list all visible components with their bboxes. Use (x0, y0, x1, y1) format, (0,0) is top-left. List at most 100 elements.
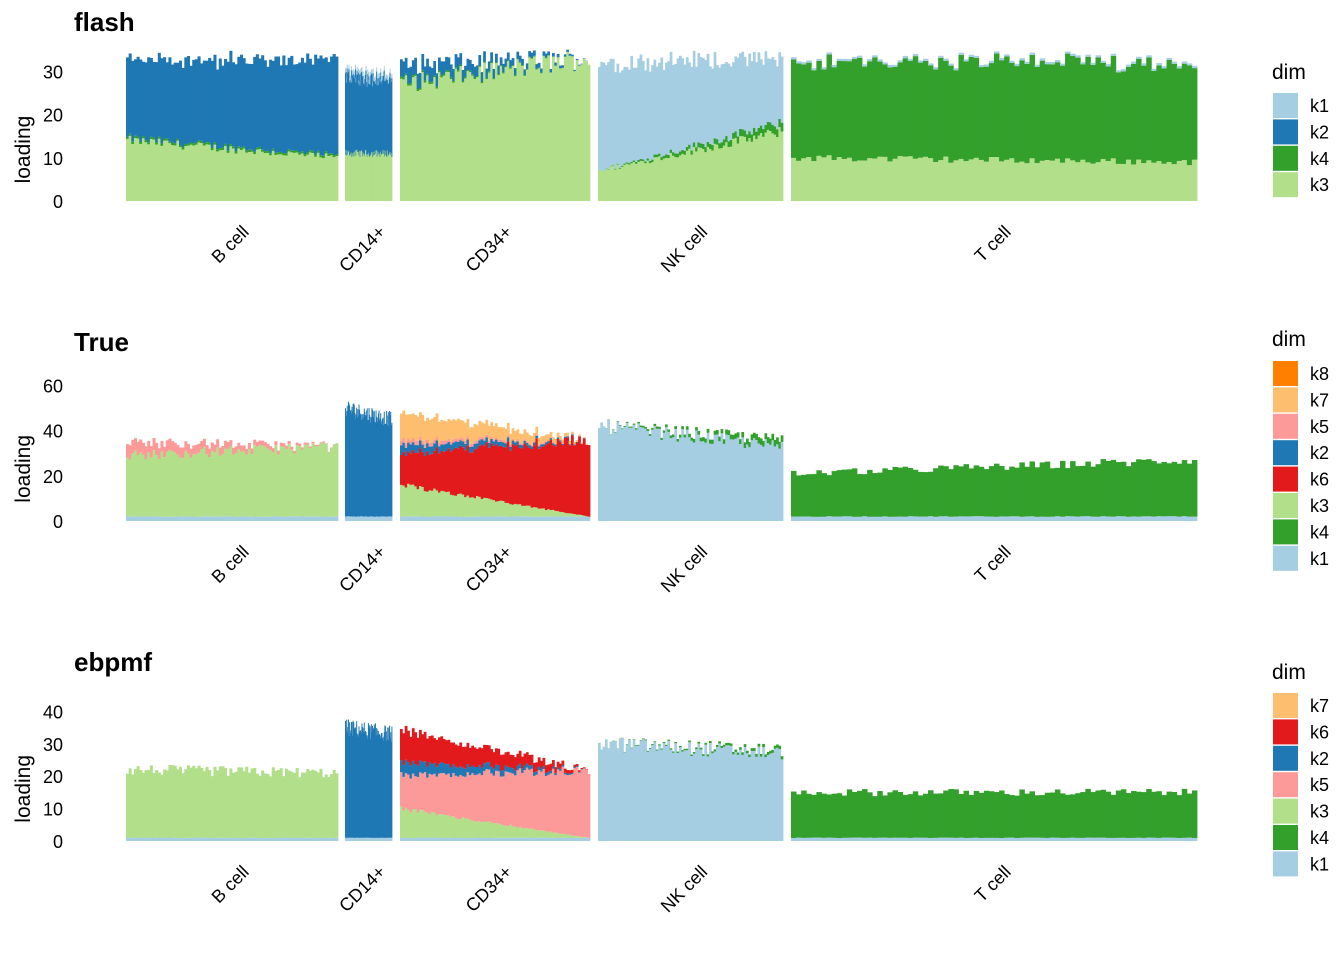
bar-segment-k5 (419, 772, 422, 810)
bar-segment-k4 (882, 64, 888, 157)
bar-segment-k3 (213, 452, 217, 517)
bar-segment-k2 (374, 421, 376, 517)
bar-segment-k3 (1125, 159, 1132, 201)
bar-segment-k3 (600, 170, 604, 201)
bar-segment-k3 (547, 509, 551, 517)
bar-segment-k4 (882, 795, 888, 838)
bar-segment-k1 (390, 516, 392, 521)
bar-segment-k1 (1080, 837, 1086, 841)
bar-segment-k1 (1141, 63, 1147, 66)
bar-segment-k3 (561, 512, 565, 517)
bar-segment-k2 (573, 767, 577, 769)
bar-segment-k1 (1019, 516, 1025, 521)
bar-segment-k3 (381, 154, 383, 201)
bar-segment-k2 (258, 58, 262, 147)
bar-segment-k3 (611, 165, 615, 201)
bar-segment-k5 (478, 437, 482, 441)
bar-segment-k2 (438, 446, 441, 454)
bar-segment-k1 (646, 58, 650, 159)
bar-segment-k1 (377, 837, 379, 841)
bar-segment-k5 (495, 437, 498, 440)
bar-segment-k1 (370, 516, 372, 521)
bar-segment-k1 (391, 837, 393, 841)
bar-segment-k2 (419, 760, 422, 773)
bar-segment-k1 (1171, 516, 1178, 521)
bar-segment-k3 (414, 809, 418, 838)
bar-segment-k6 (400, 728, 403, 761)
bar-segment-k1 (1004, 516, 1010, 521)
bar-segment-k4 (306, 152, 310, 155)
bar-segment-k1 (1146, 55, 1152, 58)
bar-segment-k1 (1141, 837, 1147, 841)
bar-segment-k1 (400, 516, 403, 521)
bar-segment-k3 (376, 156, 378, 201)
bar-segment-k1 (759, 444, 763, 521)
bar-segment-k1 (635, 429, 638, 521)
bar-segment-k5 (239, 445, 243, 452)
bar-segment-k1 (378, 516, 380, 521)
bar-segment-k6 (407, 451, 410, 484)
bar-segment-k3 (314, 770, 318, 838)
bar-segment-k4 (635, 428, 638, 430)
bar-segment-k6 (563, 438, 567, 513)
bar-segment-k5 (575, 766, 579, 837)
bar-segment-k2 (384, 424, 386, 517)
bar-segment-k1 (430, 837, 434, 841)
bar-segment-k5 (473, 774, 477, 822)
bar-segment-k5 (258, 440, 262, 446)
bar-segment-k6 (466, 742, 470, 765)
bar-segment-k2 (468, 767, 472, 776)
bar-segment-k3 (218, 766, 222, 838)
bar-segment-k7 (430, 418, 434, 443)
bar-segment-k5 (506, 771, 510, 827)
bar-segment-k4 (994, 792, 1000, 838)
bar-segment-k2 (356, 721, 358, 838)
bar-segment-k3 (155, 144, 159, 201)
bar-segment-k2 (335, 56, 339, 155)
bar-segment-k1 (314, 516, 318, 521)
bar-segment-k1 (741, 51, 745, 130)
bar-segment-k1 (367, 837, 369, 841)
bar-segment-k1 (366, 837, 368, 841)
bar-segment-k2 (549, 770, 553, 774)
bar-segment-k1 (374, 76, 376, 82)
bar-segment-k6 (461, 447, 465, 495)
bar-segment-k6 (563, 768, 567, 773)
bar-segment-k4 (836, 470, 843, 517)
bar-segment-k7 (438, 421, 441, 443)
bar-segment-k3 (435, 490, 439, 517)
bar-segment-k2 (457, 441, 460, 449)
bar-segment-k4 (253, 151, 257, 155)
bar-segment-k1 (933, 516, 939, 521)
bar-segment-k2 (414, 445, 418, 454)
bar-segment-k1 (811, 68, 817, 71)
bar-segment-k4 (611, 429, 615, 430)
bar-segment-k1 (582, 516, 586, 521)
bar-segment-k1 (388, 78, 390, 84)
bar-segment-k2 (359, 730, 361, 838)
bar-segment-k1 (186, 516, 190, 521)
bar-segment-k6 (495, 748, 498, 765)
facet-b-cell (126, 50, 339, 201)
bar-segment-k2 (387, 415, 389, 517)
bar-segment-k1 (711, 68, 715, 146)
bar-segment-k4 (872, 796, 878, 838)
bar-segment-k4 (330, 153, 334, 156)
bar-segment-k3 (237, 767, 241, 838)
bar-segment-k2 (357, 72, 359, 152)
bar-segment-k4 (692, 438, 696, 443)
bar-segment-k3 (978, 159, 985, 201)
bar-segment-k5 (202, 438, 206, 448)
bar-segment-k3 (350, 152, 352, 201)
bar-segment-k2 (389, 725, 391, 838)
bar-segment-k1 (502, 837, 505, 841)
bar-segment-k1 (1110, 516, 1117, 521)
bar-segment-k1 (676, 753, 680, 841)
bar-segment-k3 (184, 146, 188, 201)
bar-segment-k1 (149, 516, 153, 521)
bar-segment-k1 (171, 516, 175, 521)
bar-segment-k1 (176, 837, 180, 841)
bar-segment-k2 (411, 60, 415, 76)
bar-segment-k4 (963, 790, 970, 838)
bar-segment-k4 (722, 744, 726, 747)
